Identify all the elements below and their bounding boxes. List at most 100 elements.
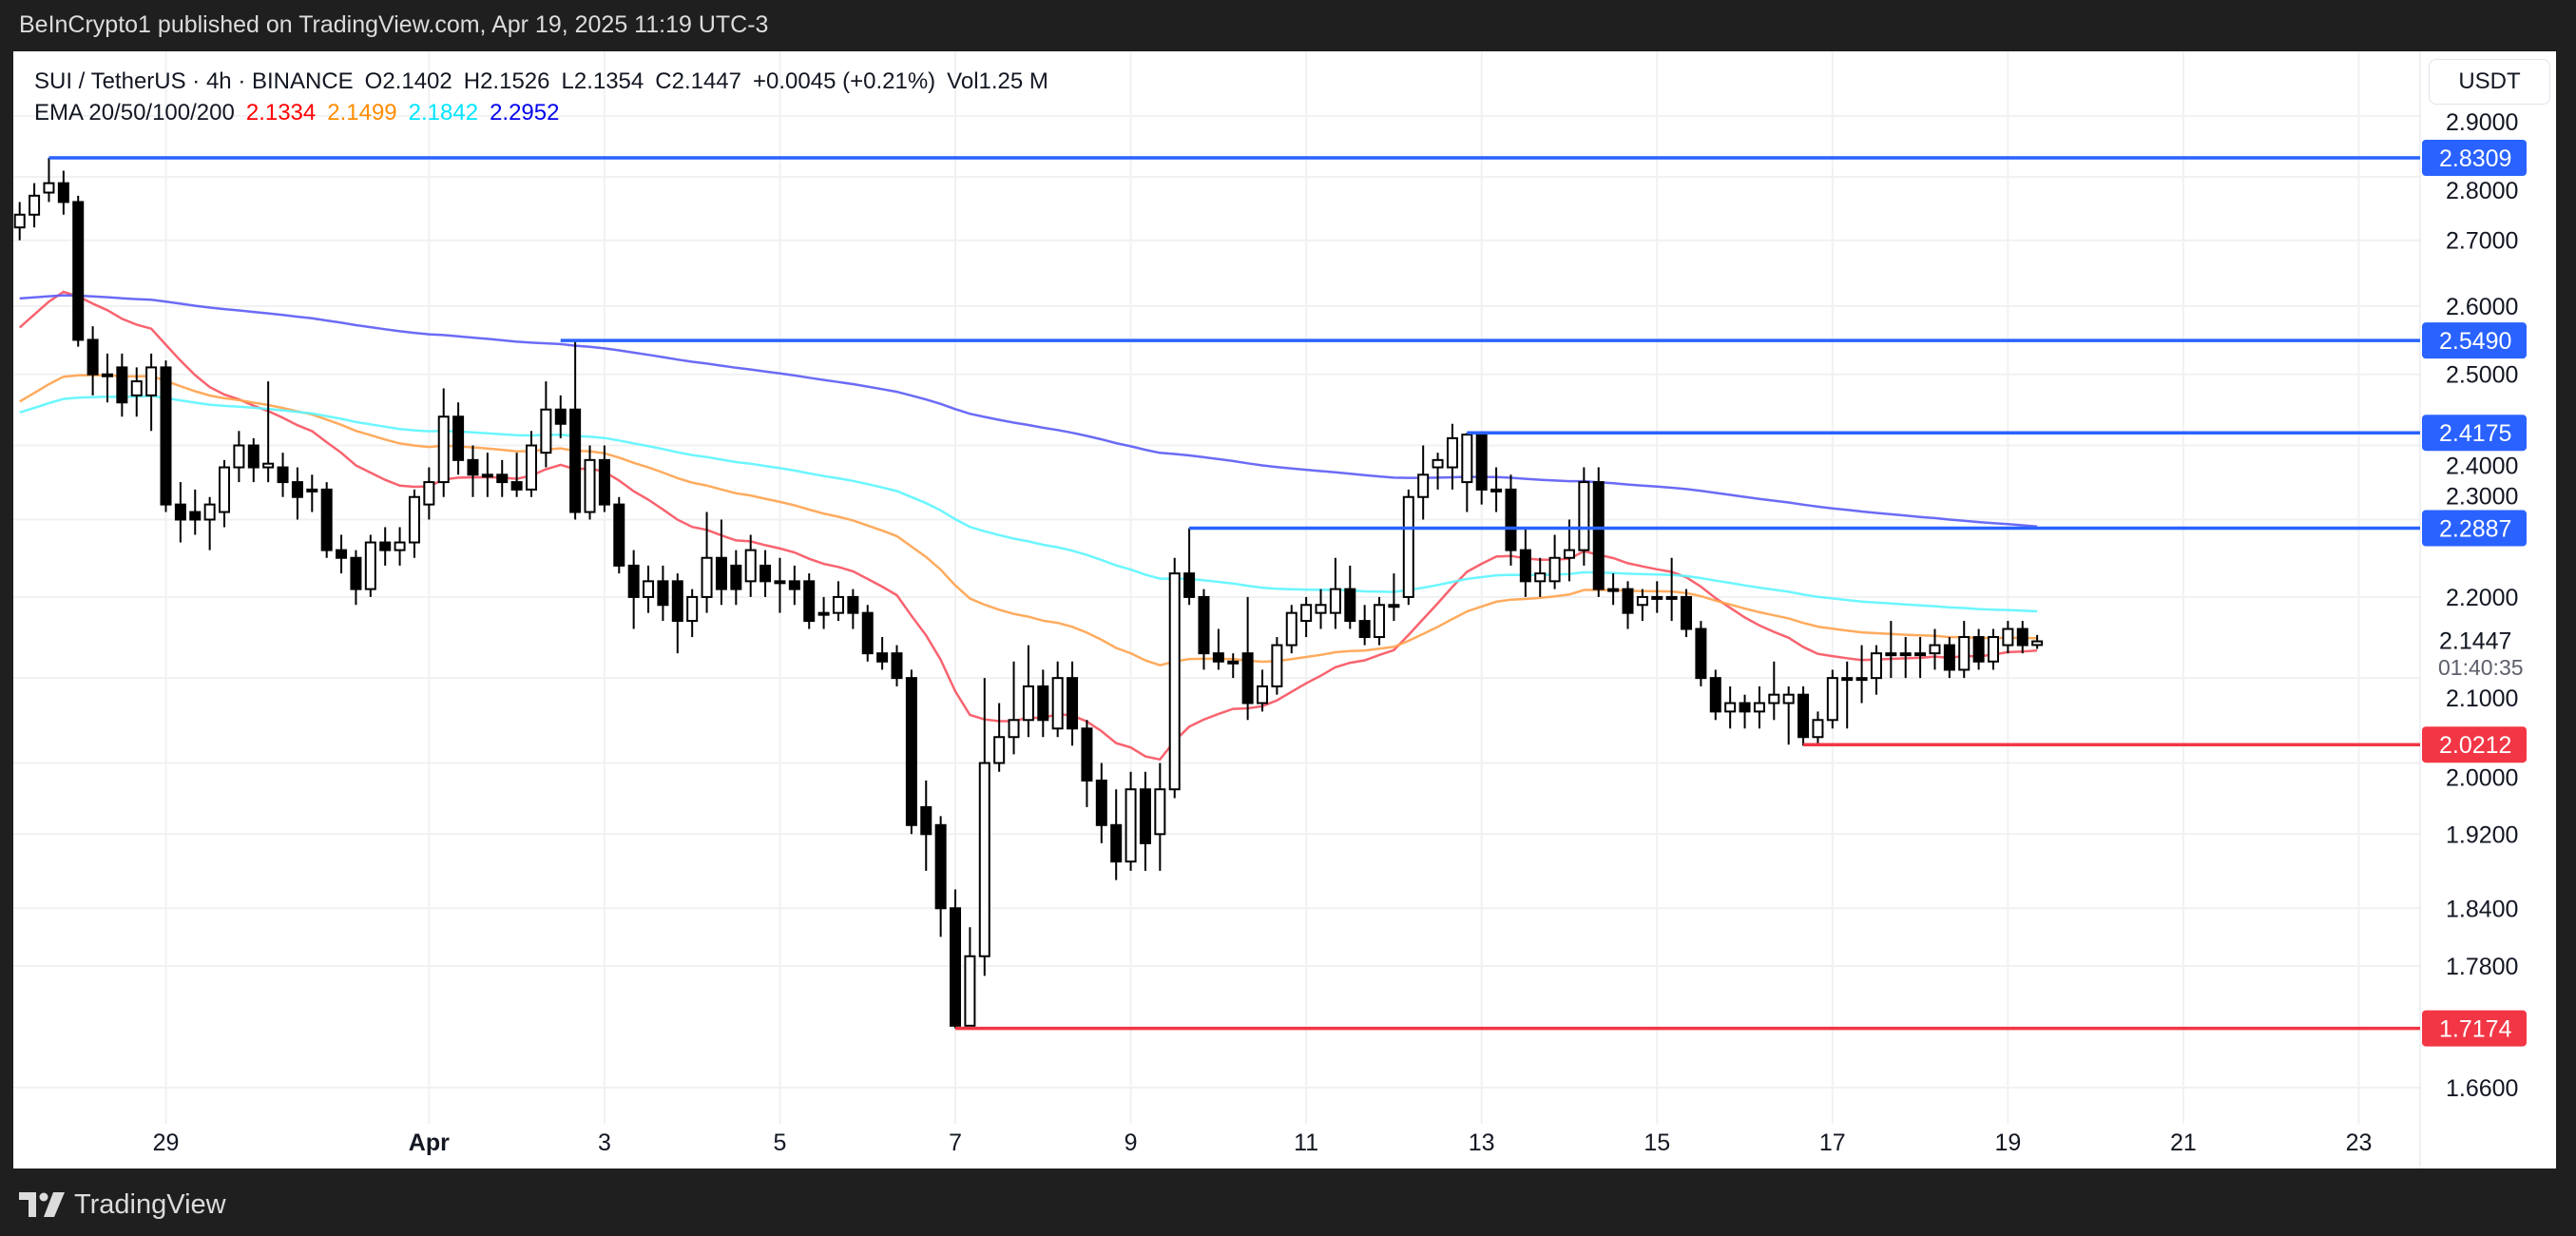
- candle-bullish[interactable]: [1899, 637, 1912, 679]
- candle-bullish[interactable]: [1768, 661, 1780, 721]
- candle-bearish[interactable]: [452, 402, 465, 475]
- candle-bearish[interactable]: [496, 459, 509, 497]
- candle-bearish[interactable]: [847, 589, 859, 629]
- candle-bullish[interactable]: [1432, 453, 1444, 490]
- candle-bullish[interactable]: [1022, 645, 1034, 738]
- candle-bullish[interactable]: [1329, 557, 1341, 629]
- candle-bullish[interactable]: [2031, 634, 2044, 649]
- candle-bullish[interactable]: [1826, 669, 1838, 729]
- candle-bearish[interactable]: [1709, 669, 1721, 721]
- candle-bullish[interactable]: [1812, 711, 1824, 746]
- candle-bearish[interactable]: [350, 550, 362, 606]
- candle-bullish[interactable]: [832, 581, 844, 622]
- candle-bullish[interactable]: [481, 453, 493, 497]
- candle-bullish[interactable]: [145, 353, 158, 432]
- candle-bullish[interactable]: [1885, 621, 1897, 679]
- candle-bearish[interactable]: [920, 780, 932, 871]
- candle-bearish[interactable]: [891, 645, 903, 686]
- candle-bearish[interactable]: [467, 445, 479, 497]
- candle-bearish[interactable]: [759, 550, 772, 597]
- candle-bearish[interactable]: [379, 527, 392, 566]
- candle-bearish[interactable]: [1475, 433, 1488, 505]
- candle-bullish[interactable]: [1870, 645, 1882, 695]
- candle-bearish[interactable]: [1797, 686, 1810, 746]
- candle-bearish[interactable]: [1067, 661, 1079, 746]
- candle-bearish[interactable]: [905, 669, 917, 835]
- candle-bullish[interactable]: [1154, 763, 1166, 871]
- candle-bearish[interactable]: [1972, 628, 1985, 670]
- candle-bearish[interactable]: [627, 550, 640, 629]
- candle-bearish[interactable]: [1095, 763, 1107, 843]
- candle-bullish[interactable]: [1402, 489, 1414, 606]
- candle-bearish[interactable]: [510, 453, 523, 497]
- candle-bullish[interactable]: [1257, 669, 1268, 712]
- candle-bullish[interactable]: [1125, 771, 1137, 871]
- candle-bearish[interactable]: [803, 573, 816, 629]
- candle-bearish[interactable]: [1110, 789, 1123, 880]
- candle-bullish[interactable]: [1988, 628, 1999, 670]
- candle-bearish[interactable]: [1519, 527, 1531, 597]
- candle-bullish[interactable]: [233, 431, 245, 483]
- candle-bullish[interactable]: [1271, 637, 1283, 695]
- candle-bullish[interactable]: [1841, 661, 1854, 729]
- candle-bullish[interactable]: [1446, 423, 1458, 490]
- candle-bearish[interactable]: [1681, 589, 1693, 638]
- candle-bearish[interactable]: [554, 395, 567, 438]
- candle-bearish[interactable]: [1198, 589, 1210, 670]
- candle-bullish[interactable]: [364, 534, 376, 597]
- candle-bearish[interactable]: [1739, 694, 1751, 729]
- candle-bearish[interactable]: [569, 340, 582, 520]
- candle-bullish[interactable]: [1724, 686, 1737, 729]
- candle-bullish[interactable]: [1227, 653, 1240, 679]
- candle-bullish[interactable]: [993, 703, 1006, 772]
- candle-bullish[interactable]: [203, 496, 216, 550]
- candle-bullish[interactable]: [701, 512, 713, 613]
- candle-bullish[interactable]: [2002, 621, 2014, 654]
- candle-bullish[interactable]: [1388, 573, 1400, 622]
- candle-bullish[interactable]: [1417, 445, 1430, 520]
- candle-bullish[interactable]: [1958, 621, 1970, 679]
- chart-panel[interactable]: [13, 51, 2556, 1168]
- candle-bearish[interactable]: [613, 496, 625, 574]
- candle-bullish[interactable]: [43, 158, 55, 203]
- candle-bearish[interactable]: [1139, 771, 1151, 871]
- candle-bullish[interactable]: [408, 489, 420, 558]
- candle-bearish[interactable]: [876, 637, 889, 670]
- candle-bearish[interactable]: [57, 170, 69, 215]
- candle-bullish[interactable]: [643, 565, 655, 613]
- candle-bearish[interactable]: [657, 565, 669, 622]
- candle-bullish[interactable]: [1753, 686, 1765, 729]
- candle-bullish[interactable]: [306, 474, 318, 512]
- candle-bearish[interactable]: [934, 816, 947, 937]
- candle-bearish[interactable]: [87, 326, 99, 396]
- candle-bullish[interactable]: [1929, 628, 1941, 670]
- candle-bearish[interactable]: [1592, 467, 1605, 597]
- candle-bullish[interactable]: [978, 678, 990, 976]
- candle-bullish[interactable]: [1315, 589, 1327, 629]
- candle-bullish[interactable]: [1855, 645, 1868, 704]
- candle-bearish[interactable]: [950, 889, 962, 1029]
- candle-bearish[interactable]: [160, 360, 172, 512]
- candle-bullish[interactable]: [1168, 557, 1181, 799]
- candle-bearish[interactable]: [715, 519, 727, 606]
- candle-bullish[interactable]: [1534, 557, 1547, 597]
- candle-bearish[interactable]: [1081, 720, 1093, 807]
- candle-bullish[interactable]: [1636, 589, 1648, 622]
- candle-bullish[interactable]: [1461, 433, 1473, 512]
- candle-bearish[interactable]: [671, 573, 683, 654]
- candle-bullish[interactable]: [1651, 581, 1663, 613]
- candle-bullish[interactable]: [437, 388, 450, 497]
- candle-bullish[interactable]: [584, 445, 596, 520]
- ema-label[interactable]: EMA 20/50/100/200: [34, 100, 235, 126]
- candle-bullish[interactable]: [262, 381, 275, 483]
- candle-bearish[interactable]: [291, 467, 303, 520]
- candle-bearish[interactable]: [1622, 581, 1634, 629]
- candle-bullish[interactable]: [774, 557, 786, 613]
- candle-bearish[interactable]: [1212, 628, 1224, 670]
- candle-bearish[interactable]: [2016, 621, 2028, 654]
- candle-bearish[interactable]: [247, 437, 260, 483]
- candle-bullish[interactable]: [1008, 661, 1020, 755]
- candle-bullish[interactable]: [1607, 573, 1620, 606]
- currency-button[interactable]: USDT: [2429, 59, 2550, 105]
- candle-bullish[interactable]: [130, 367, 143, 417]
